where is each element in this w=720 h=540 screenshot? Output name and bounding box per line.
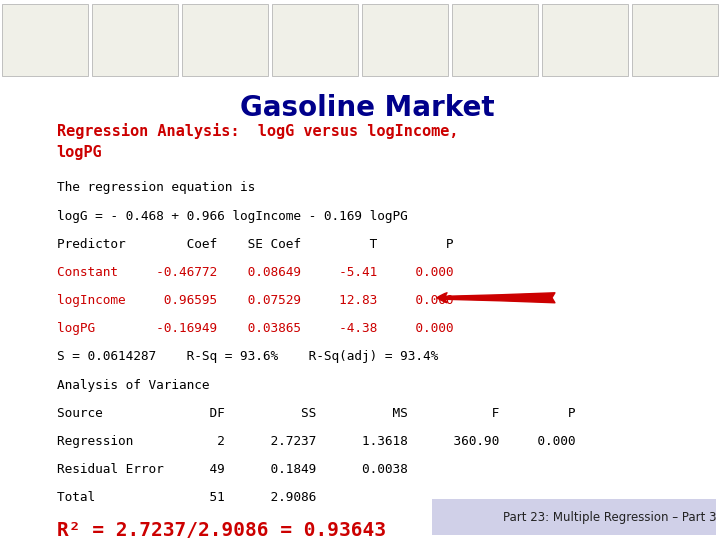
- Text: The regression equation is: The regression equation is: [57, 181, 255, 194]
- FancyBboxPatch shape: [92, 4, 178, 76]
- FancyBboxPatch shape: [272, 4, 358, 76]
- FancyBboxPatch shape: [542, 4, 628, 76]
- Text: Constant     -0.46772    0.08649     -5.41     0.000: Constant -0.46772 0.08649 -5.41 0.000: [57, 266, 453, 279]
- Text: Analysis of Variance: Analysis of Variance: [57, 379, 210, 392]
- Text: Source              DF          SS          MS           F         P: Source DF SS MS F P: [57, 407, 575, 420]
- FancyBboxPatch shape: [452, 4, 538, 76]
- Text: Total               51      2.9086: Total 51 2.9086: [57, 491, 316, 504]
- Text: Predictor        Coef    SE Coef         T         P: Predictor Coef SE Coef T P: [57, 238, 453, 251]
- Text: Regression           2      2.7237      1.3618      360.90     0.000: Regression 2 2.7237 1.3618 360.90 0.000: [57, 435, 575, 448]
- Text: logPG        -0.16949    0.03865     -4.38     0.000: logPG -0.16949 0.03865 -4.38 0.000: [57, 322, 453, 335]
- Text: S = 0.0614287    R-Sq = 93.6%    R-Sq(adj) = 93.4%: S = 0.0614287 R-Sq = 93.6% R-Sq(adj) = 9…: [57, 350, 438, 363]
- Text: Part 23: Multiple Regression – Part 3: Part 23: Multiple Regression – Part 3: [503, 510, 716, 524]
- Text: logIncome     0.96595    0.07529     12.83     0.000: logIncome 0.96595 0.07529 12.83 0.000: [57, 294, 453, 307]
- Text: Regression Analysis:  logG versus logIncome,
logPG: Regression Analysis: logG versus logInco…: [57, 124, 458, 160]
- FancyBboxPatch shape: [432, 499, 716, 536]
- FancyBboxPatch shape: [362, 4, 448, 76]
- FancyBboxPatch shape: [632, 4, 718, 76]
- Text: logG = - 0.468 + 0.966 logIncome - 0.169 logPG: logG = - 0.468 + 0.966 logIncome - 0.169…: [57, 210, 408, 222]
- Text: 23-33/47: 23-33/47: [18, 510, 80, 524]
- Text: R² = 2.7237/2.9086 = 0.93643: R² = 2.7237/2.9086 = 0.93643: [57, 522, 386, 540]
- Text: Residual Error      49      0.1849      0.0038: Residual Error 49 0.1849 0.0038: [57, 463, 408, 476]
- Text: Gasoline Market: Gasoline Market: [240, 94, 495, 123]
- FancyBboxPatch shape: [182, 4, 268, 76]
- FancyBboxPatch shape: [2, 4, 88, 76]
